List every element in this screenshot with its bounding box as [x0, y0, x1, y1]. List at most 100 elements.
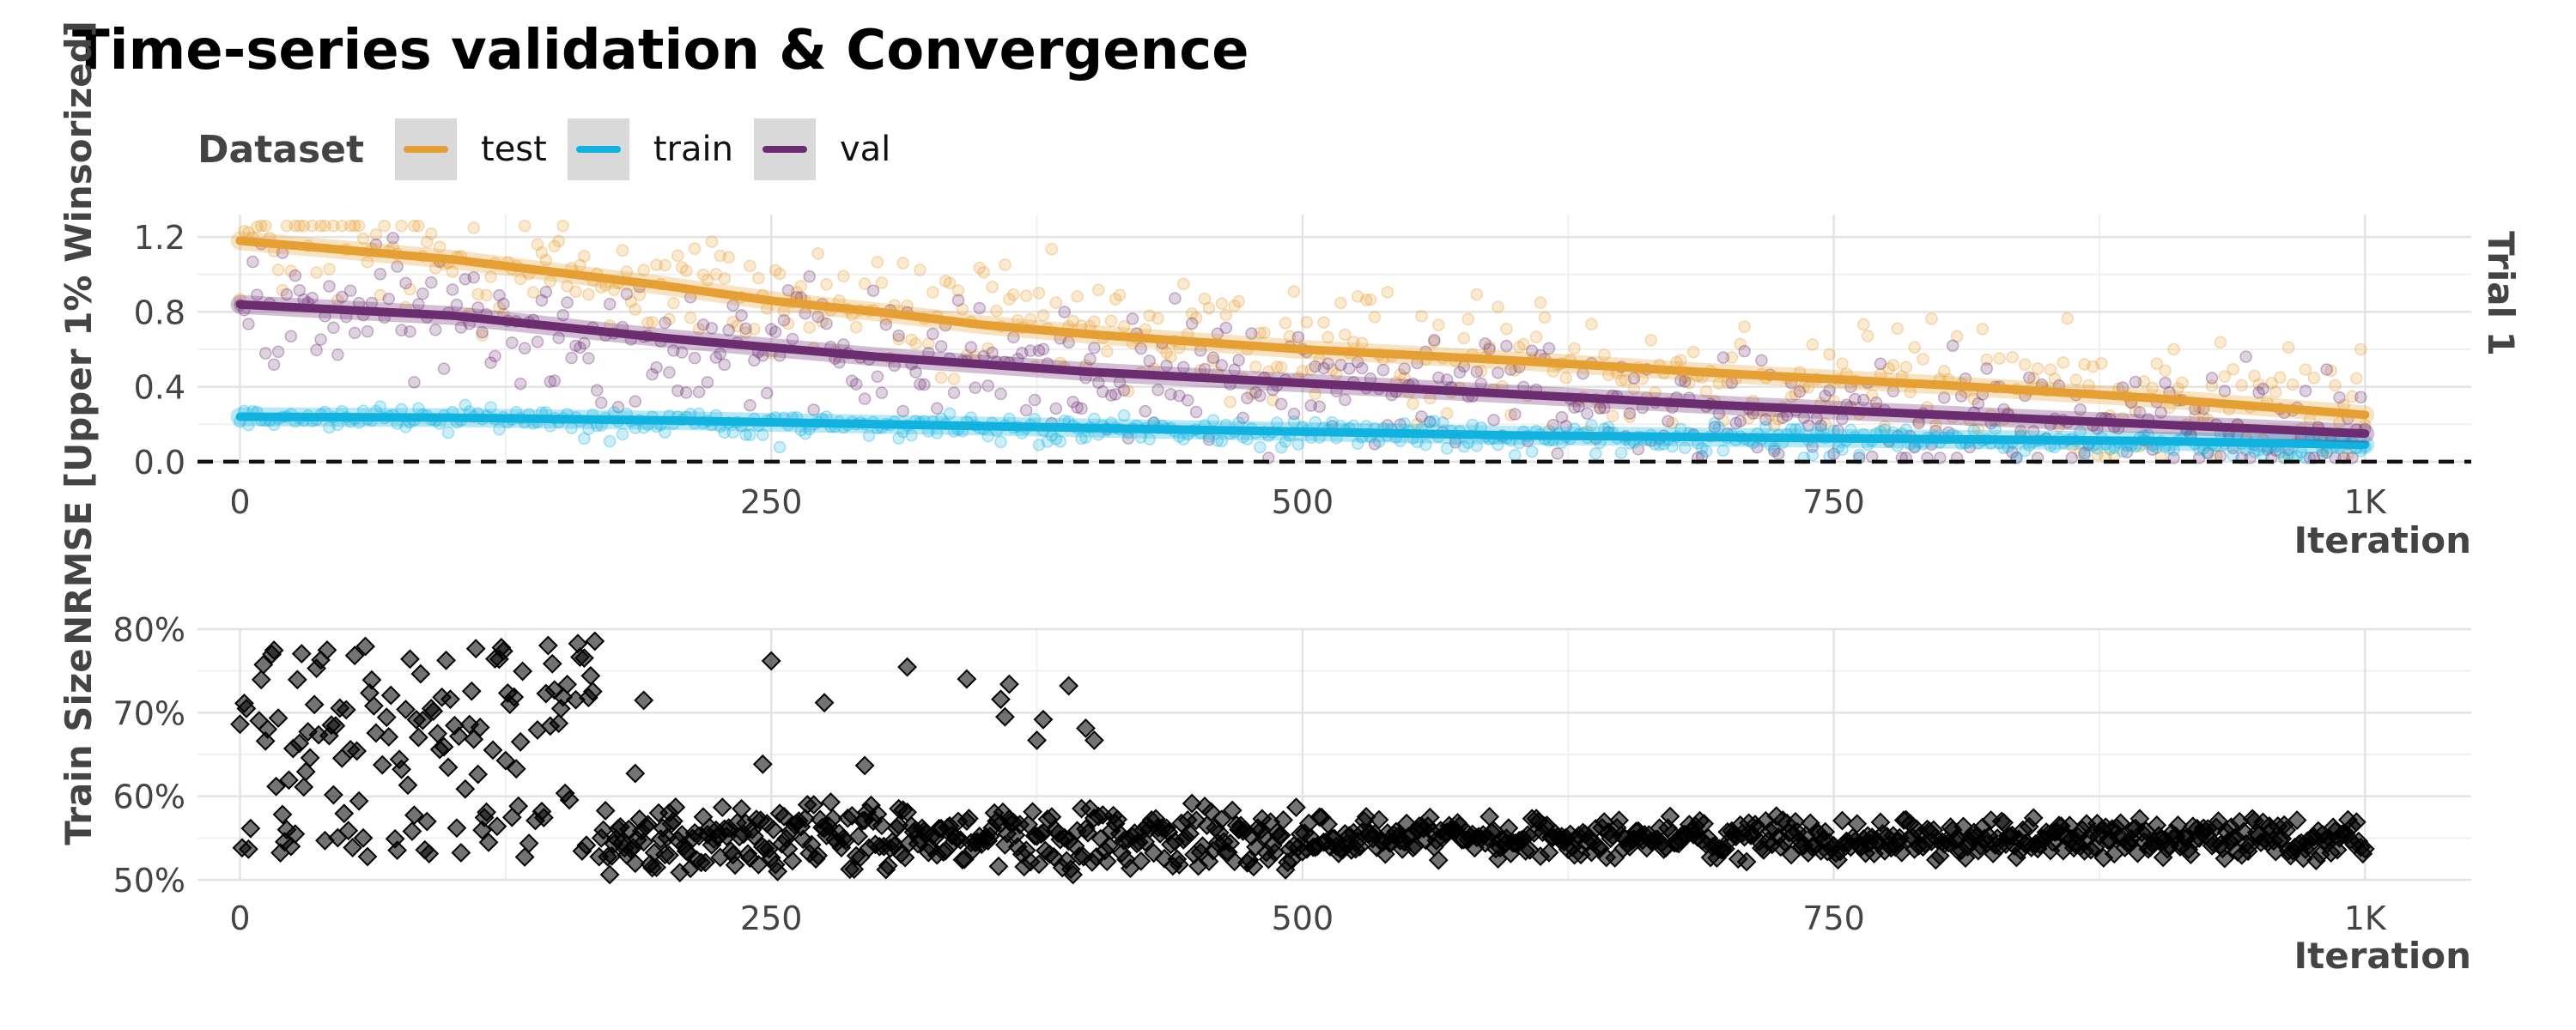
point-train — [1274, 440, 1288, 454]
point-test — [1878, 420, 1892, 433]
point-val — [1058, 306, 1071, 318]
legend-item-test: test — [395, 118, 547, 180]
point-test — [2044, 363, 2057, 376]
point-val — [1151, 383, 1164, 397]
bottom-x-tick-label: 750 — [1802, 900, 1865, 937]
point-val — [1470, 365, 1484, 379]
point-test — [1109, 293, 1122, 306]
point-test — [1861, 330, 1874, 342]
point-test — [659, 258, 671, 272]
points-test — [234, 219, 2372, 464]
point-train — [1679, 441, 1692, 454]
point-val — [1823, 384, 1836, 397]
point-val — [361, 324, 374, 338]
train-size-point — [513, 661, 533, 682]
point-val — [2065, 451, 2078, 464]
point-test — [752, 271, 765, 285]
point-train — [1075, 432, 1088, 445]
point-train — [1143, 433, 1156, 445]
train-size-point — [854, 755, 875, 776]
point-test — [552, 234, 565, 248]
point-test — [2087, 360, 2099, 373]
point-test — [1627, 382, 1641, 396]
point-test — [548, 239, 562, 253]
point-train — [1254, 440, 1267, 454]
train-size-point — [287, 670, 307, 690]
point-test — [803, 321, 816, 334]
point-test — [1049, 296, 1063, 309]
point-val — [382, 292, 395, 306]
point-test — [1513, 341, 1526, 354]
point-val — [696, 318, 710, 331]
point-val — [1546, 418, 1560, 432]
point-test — [1164, 350, 1177, 364]
point-val — [820, 317, 833, 330]
point-test — [1189, 312, 1203, 324]
x-axis-label-top: Iteration — [2294, 519, 2471, 561]
train-size-point — [808, 845, 829, 866]
point-train — [1424, 415, 1437, 429]
point-val — [811, 310, 824, 324]
point-val — [1173, 389, 1186, 403]
trend-line-val — [235, 300, 2370, 439]
point-val — [552, 331, 565, 344]
point-train — [905, 428, 918, 442]
point-val — [2299, 385, 2312, 397]
train-size-point — [398, 775, 418, 796]
point-test — [1415, 309, 1428, 323]
point-val — [1355, 361, 1369, 375]
point-test — [748, 322, 761, 336]
point-test — [1177, 277, 1190, 291]
y-axis-label-top: NRMSE [Upper 1% Winsorized] — [58, 21, 100, 645]
point-val — [258, 347, 272, 360]
train-size-point — [1271, 825, 1291, 845]
point-test — [1674, 354, 1687, 367]
point-val — [1143, 354, 1156, 367]
point-test — [289, 219, 302, 233]
point-train — [1457, 439, 1471, 453]
point-train — [1614, 446, 1628, 459]
point-test — [2031, 362, 2044, 375]
point-test — [1742, 411, 1755, 425]
point-val — [386, 232, 399, 245]
y-axis-label-bottom: Train Size — [58, 648, 100, 845]
train-size-point — [1224, 851, 1245, 872]
train-size-point — [412, 710, 433, 730]
point-train — [1440, 442, 1454, 455]
point-test — [1598, 348, 1611, 361]
point-val — [951, 294, 965, 307]
train-size-point — [416, 811, 437, 832]
point-test — [1716, 414, 1730, 427]
point-test — [1117, 320, 1131, 333]
point-val — [1376, 363, 1390, 377]
point-train — [773, 440, 787, 454]
point-val — [1219, 321, 1233, 335]
point-val — [1254, 389, 1267, 403]
train-size-point — [712, 797, 732, 818]
point-test — [2354, 342, 2367, 356]
bottom-x-tick-label: 1K — [2344, 900, 2387, 937]
point-val — [1185, 317, 1199, 330]
point-val — [675, 346, 689, 359]
point-test — [1971, 422, 1985, 436]
point-train — [616, 427, 629, 441]
train-size-point — [408, 727, 428, 748]
point-val — [1581, 407, 1594, 421]
train-size-point — [317, 639, 337, 660]
point-test — [2350, 372, 2363, 385]
point-test — [2150, 357, 2163, 370]
point-val — [539, 285, 553, 299]
train-size-point — [634, 690, 654, 711]
legend-key-train — [567, 118, 629, 180]
point-test — [1806, 338, 1820, 351]
point-test — [1606, 409, 1619, 422]
point-train — [493, 423, 506, 436]
train-size-point — [625, 763, 646, 784]
point-test — [2057, 356, 2070, 369]
point-test — [773, 267, 787, 281]
point-test — [892, 333, 905, 346]
train-size-point — [576, 835, 597, 856]
point-test — [934, 371, 948, 385]
legend-title: Dataset — [197, 127, 365, 172]
train-size-point — [361, 670, 382, 690]
